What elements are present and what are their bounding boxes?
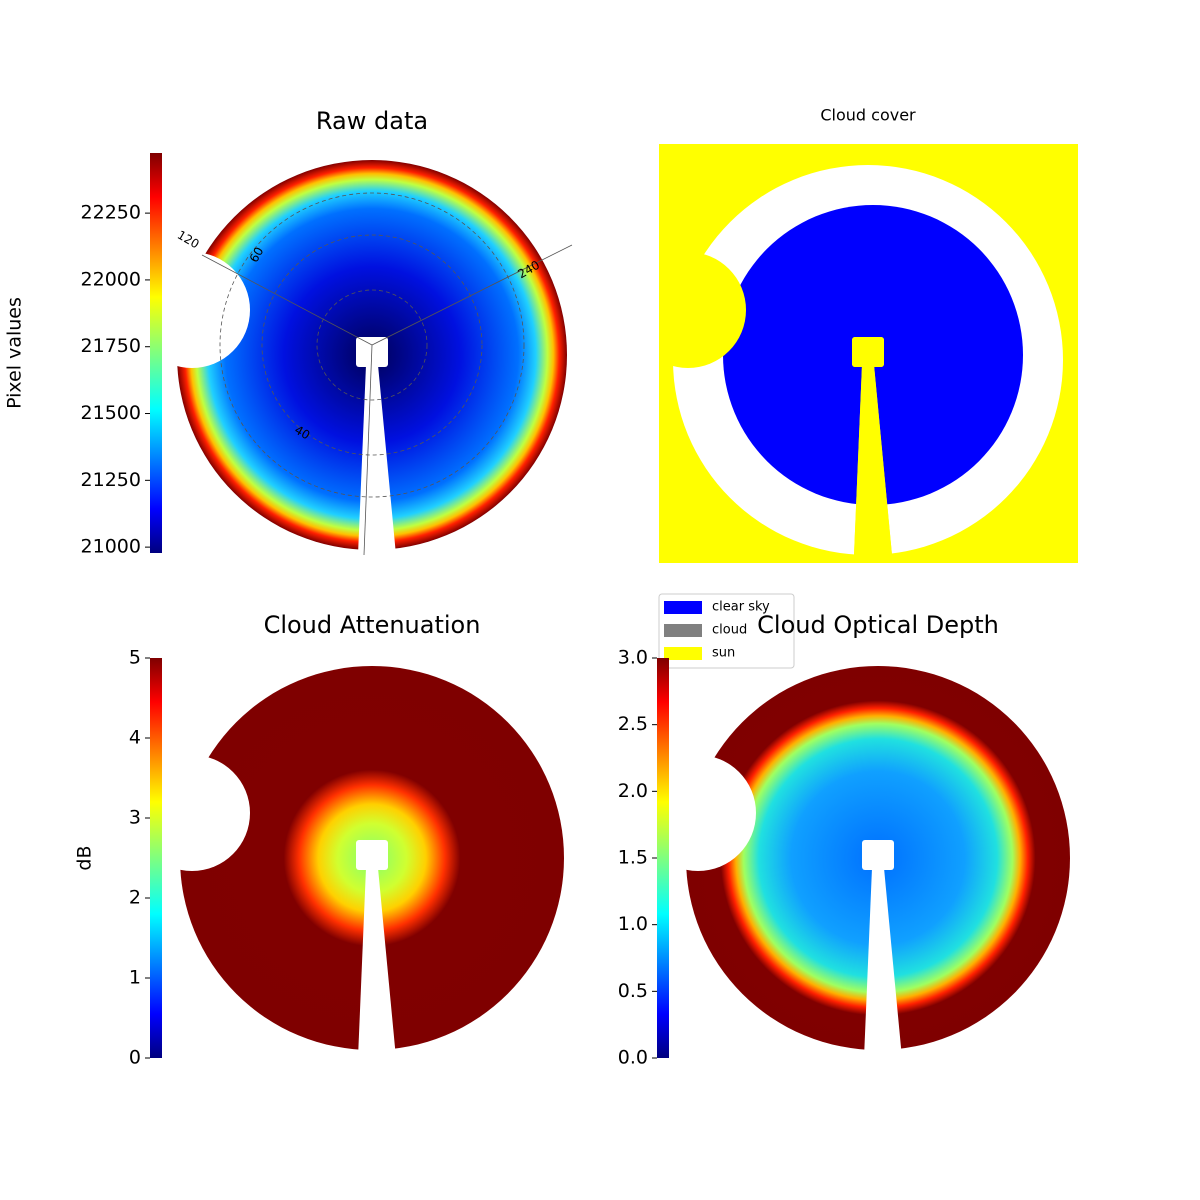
colorbar-tick-label: 21250 bbox=[81, 469, 141, 491]
colorbar-tick-label: 5 bbox=[129, 647, 141, 669]
legend-swatch bbox=[664, 624, 702, 637]
legend-swatch bbox=[664, 601, 702, 614]
polar-spoke bbox=[363, 344, 373, 556]
colorbar bbox=[150, 658, 162, 1058]
polar-circle bbox=[316, 289, 428, 401]
colorbar-tick-label: 22250 bbox=[81, 202, 141, 224]
polar-circle bbox=[219, 192, 525, 498]
polar-label: 40 bbox=[292, 423, 312, 443]
panel-title: Cloud Attenuation bbox=[264, 611, 481, 639]
colorbar-label: Pixel values bbox=[4, 297, 26, 409]
colorbar bbox=[150, 153, 162, 553]
legend: clear sky cloud sun bbox=[658, 593, 795, 669]
heatmap-image bbox=[686, 666, 1070, 1050]
sky-image bbox=[686, 666, 1070, 1050]
colorbar-tick-label: 0.5 bbox=[618, 980, 648, 1002]
legend-label: sun bbox=[712, 646, 735, 661]
panel-title: Cloud Optical Depth bbox=[757, 611, 999, 639]
polar-label: 60 bbox=[247, 245, 267, 265]
polar-grid bbox=[201, 192, 573, 556]
heatmap-image bbox=[180, 666, 564, 1050]
legend-label: cloud bbox=[712, 623, 747, 638]
colorbar-tick-label: 3.0 bbox=[618, 647, 648, 669]
post-head bbox=[852, 337, 884, 367]
panel-title: Raw data bbox=[316, 107, 428, 135]
colorbar-tick-label: 1 bbox=[129, 967, 141, 989]
sky-image bbox=[180, 666, 564, 1050]
legend-swatch bbox=[664, 647, 702, 660]
polar-spoke bbox=[371, 244, 573, 346]
colorbar-tick-label: 0 bbox=[129, 1047, 141, 1069]
colorbar-tick-label: 3 bbox=[129, 807, 141, 829]
colorbar-tick-label: 22000 bbox=[81, 268, 141, 290]
colorbar-tick-label: 4 bbox=[129, 727, 141, 749]
colorbar-tick-label: 0.0 bbox=[618, 1047, 648, 1069]
colorbar-label: dB bbox=[74, 845, 96, 870]
polar-circle bbox=[261, 234, 483, 456]
colorbar-tick-label: 1.5 bbox=[618, 847, 648, 869]
colorbar-tick-label: 1.0 bbox=[618, 913, 648, 935]
colorbar-tick-label: 21000 bbox=[81, 536, 141, 558]
polar-spoke bbox=[201, 254, 373, 346]
polar-label: 120 bbox=[175, 228, 202, 252]
colorbar-tick-label: 21500 bbox=[81, 402, 141, 424]
panel-title: Cloud cover bbox=[820, 106, 916, 125]
post bbox=[854, 365, 892, 555]
colorbar bbox=[657, 658, 669, 1058]
colorbar-tick-label: 2.5 bbox=[618, 713, 648, 735]
colorbar-tick-label: 21750 bbox=[81, 335, 141, 357]
colorbar-tick-label: 2.0 bbox=[618, 780, 648, 802]
legend-label: clear sky bbox=[712, 600, 770, 615]
colorbar-tick-label: 2 bbox=[129, 887, 141, 909]
